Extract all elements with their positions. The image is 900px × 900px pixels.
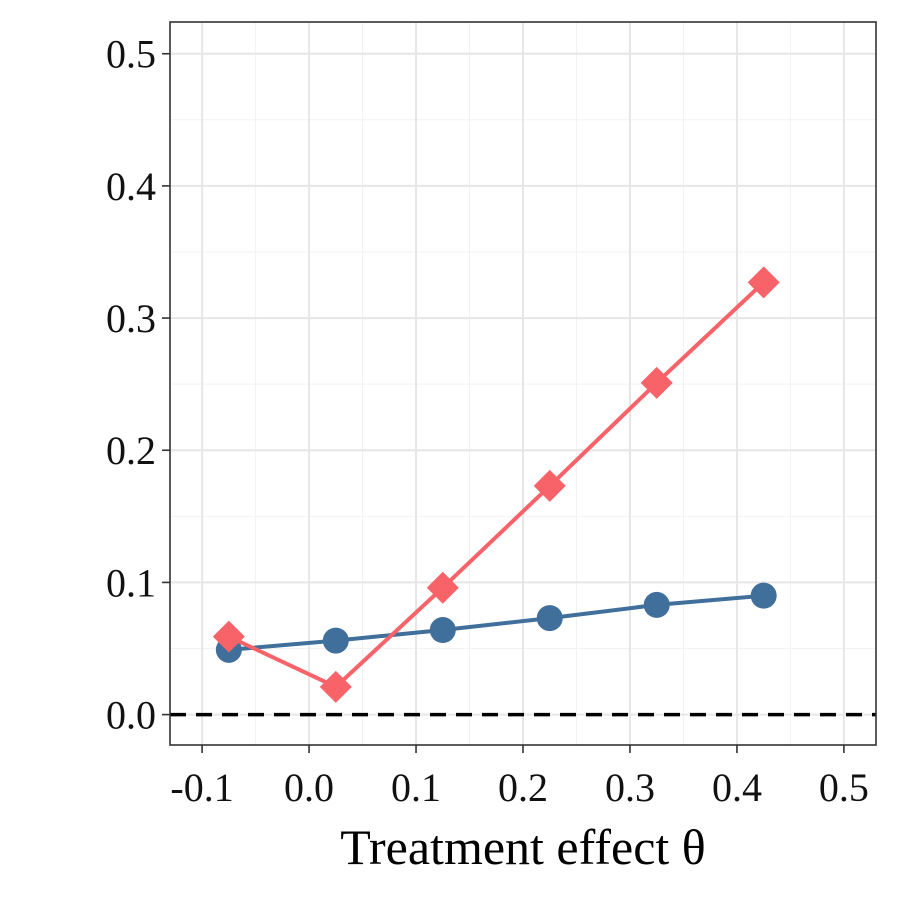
data-point-blue xyxy=(322,627,349,654)
y-tick-label: 0.5 xyxy=(106,32,156,77)
data-point-red xyxy=(747,266,780,299)
series-blue xyxy=(215,582,777,663)
x-tick-label: 0.5 xyxy=(819,765,869,810)
y-tick-label: 0.0 xyxy=(106,693,156,738)
y-tick-label: 0.3 xyxy=(106,296,156,341)
x-axis-label: Treatment effect θ xyxy=(340,819,706,875)
data-point-red xyxy=(533,469,566,502)
series-red xyxy=(212,266,780,703)
series-line-blue xyxy=(228,593,764,652)
data-point-red xyxy=(319,670,352,703)
grid xyxy=(170,22,876,745)
x-tick-label: -0.1 xyxy=(170,765,233,810)
x-tick-label: 0.4 xyxy=(712,765,762,810)
y-tick-label: 0.2 xyxy=(106,428,156,473)
x-tick-label: 0.3 xyxy=(605,765,655,810)
x-tick-label: 0.2 xyxy=(498,765,548,810)
x-tick-label: 0.1 xyxy=(391,765,441,810)
axes: 0.0 0.1 0.2 0.3 0.4 0.5 -0.1 0.0 0.1 0.2 0.3 0.4 0.5 xyxy=(106,32,869,810)
data-point-blue xyxy=(536,605,563,632)
data-point-red xyxy=(426,571,459,604)
data-point-blue xyxy=(429,617,456,644)
x-tick-label: 0.0 xyxy=(284,765,334,810)
y-tick-label: 0.4 xyxy=(106,164,156,209)
data-point-blue xyxy=(750,582,777,609)
series-layer xyxy=(212,266,780,703)
y-tick-label: 0.1 xyxy=(106,560,156,605)
data-point-blue xyxy=(643,591,670,618)
data-point-red xyxy=(640,366,673,399)
series-line-red xyxy=(227,280,766,690)
data-point-red xyxy=(212,620,245,653)
